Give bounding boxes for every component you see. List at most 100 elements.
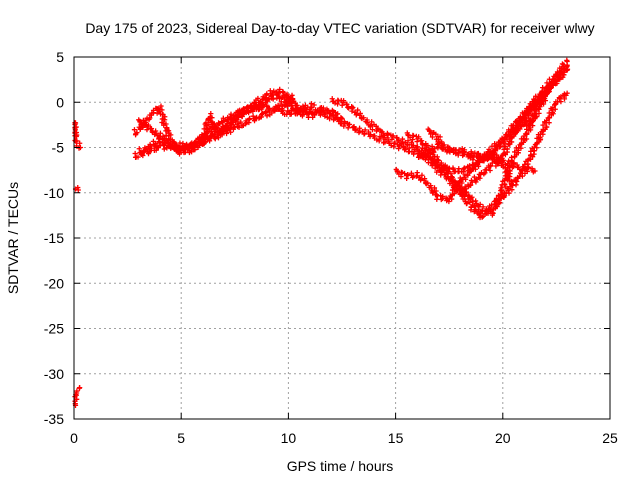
data-point xyxy=(430,129,436,136)
data-point xyxy=(425,142,431,149)
data-point xyxy=(495,197,502,203)
data-point xyxy=(168,144,174,150)
data-point xyxy=(242,121,249,127)
data-point xyxy=(465,151,471,158)
data-point xyxy=(335,116,341,122)
y-tick-label: 0 xyxy=(56,94,64,110)
data-point xyxy=(234,124,241,130)
data-point xyxy=(162,117,168,123)
data-point xyxy=(318,109,324,115)
data-point xyxy=(442,162,448,168)
data-point xyxy=(537,131,544,137)
data-point xyxy=(431,146,437,152)
data-point xyxy=(468,207,474,213)
x-tick-label: 15 xyxy=(388,430,404,446)
data-point xyxy=(519,173,526,179)
data-point xyxy=(355,107,361,113)
data-point xyxy=(271,88,277,94)
data-point xyxy=(345,125,351,131)
data-point xyxy=(450,177,456,183)
data-point xyxy=(498,156,504,162)
data-point xyxy=(363,119,369,125)
data-point xyxy=(153,128,159,134)
data-point xyxy=(241,110,247,116)
data-point xyxy=(430,190,436,196)
data-point xyxy=(332,114,338,120)
data-point xyxy=(460,196,466,202)
data-point xyxy=(439,146,445,152)
data-point xyxy=(468,166,474,173)
data-point xyxy=(166,133,172,139)
data-point xyxy=(351,124,357,130)
data-point xyxy=(278,99,284,105)
data-point xyxy=(339,115,345,122)
data-point xyxy=(214,133,220,139)
data-point xyxy=(540,94,546,101)
data-point xyxy=(429,134,436,140)
data-point xyxy=(525,157,531,163)
data-point xyxy=(157,107,163,113)
data-point xyxy=(293,102,299,108)
data-point xyxy=(236,109,242,115)
data-point xyxy=(450,165,456,171)
data-point xyxy=(438,172,444,178)
data-point xyxy=(440,167,447,174)
data-point xyxy=(334,101,341,107)
series-track-h xyxy=(404,92,549,218)
data-point xyxy=(149,110,155,116)
data-point xyxy=(508,181,514,187)
data-point xyxy=(502,177,508,183)
data-point xyxy=(220,115,226,121)
data-point xyxy=(440,193,446,200)
x-tick-label: 10 xyxy=(281,430,297,446)
data-point xyxy=(206,135,212,141)
data-point xyxy=(164,127,170,133)
data-point xyxy=(369,119,375,125)
data-point xyxy=(553,99,559,105)
data-point xyxy=(209,115,215,121)
data-point xyxy=(204,126,211,133)
data-point xyxy=(403,146,409,152)
y-tick-label: -5 xyxy=(52,140,65,156)
data-point xyxy=(549,107,555,113)
data-point xyxy=(481,158,487,164)
data-point xyxy=(350,104,356,111)
data-point xyxy=(404,175,410,182)
data-point xyxy=(449,192,455,198)
data-point xyxy=(446,196,453,202)
data-point xyxy=(158,103,164,109)
data-point xyxy=(208,133,214,139)
data-point xyxy=(245,108,251,114)
data-point xyxy=(516,144,522,151)
data-point xyxy=(437,162,443,168)
data-point xyxy=(327,116,333,122)
data-point xyxy=(434,196,440,202)
data-point xyxy=(420,142,426,148)
data-point xyxy=(540,127,546,133)
data-point xyxy=(269,92,275,99)
data-point xyxy=(148,125,154,132)
data-point xyxy=(489,143,495,149)
data-point xyxy=(536,106,542,112)
data-point xyxy=(408,170,415,176)
data-point xyxy=(472,166,479,172)
data-point xyxy=(523,136,530,142)
data-point xyxy=(491,155,497,161)
data-point xyxy=(514,122,520,128)
data-point xyxy=(475,150,481,157)
data-point xyxy=(543,91,549,97)
data-point xyxy=(223,123,229,129)
data-point xyxy=(389,136,395,142)
y-tick-label: -10 xyxy=(44,185,64,201)
data-point xyxy=(524,168,530,175)
data-point xyxy=(384,130,391,136)
data-point xyxy=(311,102,317,108)
x-tick-label: 5 xyxy=(177,430,185,446)
data-point xyxy=(558,69,565,75)
data-point xyxy=(530,117,536,123)
data-point xyxy=(265,98,271,104)
data-point xyxy=(443,195,449,201)
data-point xyxy=(203,120,209,126)
data-point xyxy=(72,120,78,126)
